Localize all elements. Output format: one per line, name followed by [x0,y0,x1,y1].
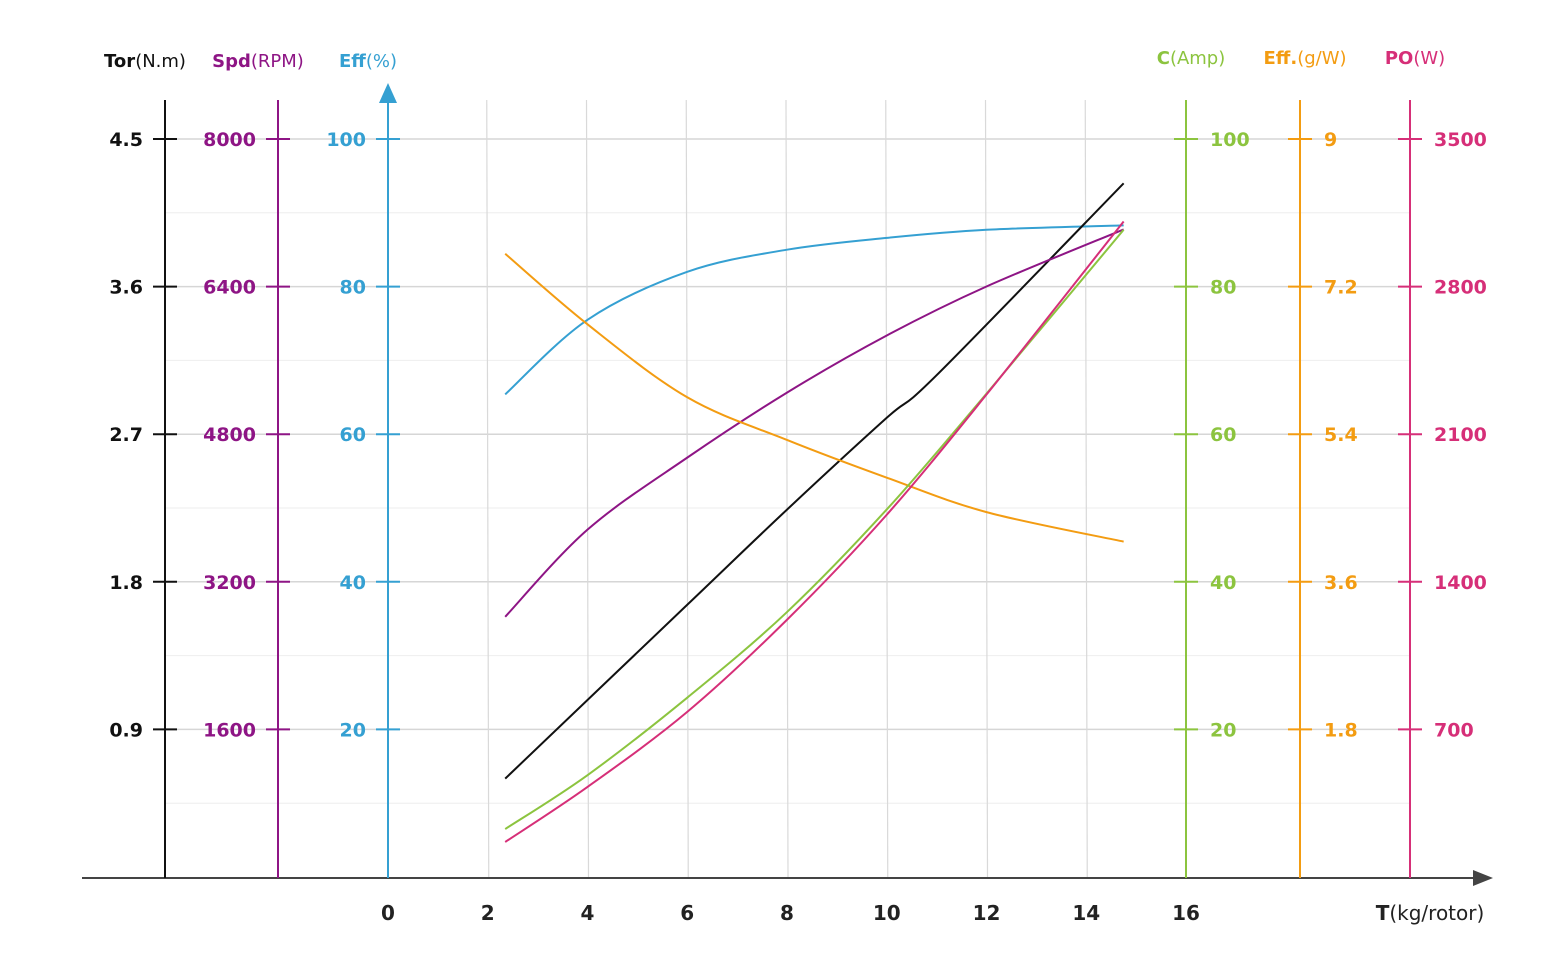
x-axis-label-bold: T [1376,901,1390,925]
tor-tick-label: 2.7 [109,424,143,446]
x-tick-label: 10 [873,901,901,925]
po-tick-label: 2100 [1434,424,1487,446]
x-tick-label: 14 [1072,901,1100,925]
series-line-amp [504,229,1125,830]
amp-axis-title: C(Amp) [1157,48,1226,69]
vertical-gridline [885,99,889,879]
x-tick-label: 12 [973,901,1001,925]
eff-tick-label: 20 [340,719,366,741]
tor-tick-label: 3.6 [109,277,143,299]
gw-tick-label: 3.6 [1324,572,1358,594]
eff-axis-title-unit: (%) [366,51,397,72]
vertical-gridline [685,99,689,879]
spd-tick-label: 8000 [203,129,256,151]
tor-tick-label: 1.8 [109,572,143,594]
x-axis-label: T(kg/rotor) [1376,901,1485,925]
amp-tick-label: 40 [1210,572,1236,594]
amp-tick-label: 20 [1210,719,1236,741]
series-line-eff [504,224,1124,396]
x-tick-label: 4 [581,901,595,925]
vertical-gridline [486,99,490,879]
eff-tick-label: 40 [340,572,366,594]
tor-tick-label: 4.5 [109,129,143,151]
spd-tick-label: 6400 [203,277,256,299]
amp-axis-title-unit: (Amp) [1170,48,1225,69]
eff-tick-label: 100 [326,129,366,151]
po-tick-label: 1400 [1434,572,1487,594]
tor-tick-label: 0.9 [109,719,143,741]
gw-tick-label: 9 [1324,129,1337,151]
gw-axis-title: Eff.(g/W) [1263,48,1346,69]
vertical-gridline [984,99,989,879]
gw-axis-title-unit: (g/W) [1297,48,1346,69]
po-tick-label: 3500 [1434,129,1487,151]
series-line-po [504,220,1125,843]
x-tick-label: 6 [680,901,694,925]
x-tick-label: 8 [780,901,794,925]
x-tick-label: 0 [381,901,395,925]
amp-axis-title-bold: C [1157,48,1170,69]
amp-tick-label: 100 [1210,129,1250,151]
gw-tick-label: 7.2 [1324,277,1358,299]
eff-tick-label: 80 [340,277,366,299]
x-axis-arrow-icon [1473,870,1493,886]
x-tick-label: 16 [1172,901,1200,925]
eff-axis-arrow-icon [379,83,397,103]
vertical-gridline [585,99,590,879]
gw-tick-label: 5.4 [1324,424,1358,446]
spd-tick-label: 1600 [203,719,256,741]
series-line-spd [504,228,1125,618]
spd-axis-title: Spd(RPM) [212,51,304,72]
spd-tick-label: 4800 [203,424,256,446]
x-axis-label-unit: (kg/rotor) [1389,901,1484,925]
po-tick-label: 700 [1434,719,1474,741]
po-axis-title: PO(W) [1385,48,1445,69]
series-line-gw [504,253,1124,543]
x-tick-label: 2 [481,901,495,925]
spd-axis-title-bold: Spd [212,51,251,72]
po-tick-label: 2800 [1434,277,1487,299]
eff-tick-label: 60 [340,424,366,446]
amp-tick-label: 80 [1210,277,1236,299]
tor-axis-title: Tor(N.m) [104,51,186,72]
eff-axis-title-bold: Eff [339,51,366,72]
tor-axis-title-unit: (N.m) [135,51,186,72]
series-line-tor [504,182,1125,780]
gw-tick-label: 1.8 [1324,719,1358,741]
gw-axis-title-bold: Eff. [1263,48,1297,69]
vertical-gridline [785,99,789,879]
tor-axis-title-bold: Tor [104,51,135,72]
eff-axis-title: Eff(%) [339,51,397,72]
po-axis-title-bold: PO [1385,48,1414,69]
amp-tick-label: 60 [1210,424,1236,446]
vertical-gridline [1084,99,1088,879]
spd-axis-title-unit: (RPM) [251,51,304,72]
po-axis-title-unit: (W) [1413,48,1445,69]
spd-tick-label: 3200 [203,572,256,594]
